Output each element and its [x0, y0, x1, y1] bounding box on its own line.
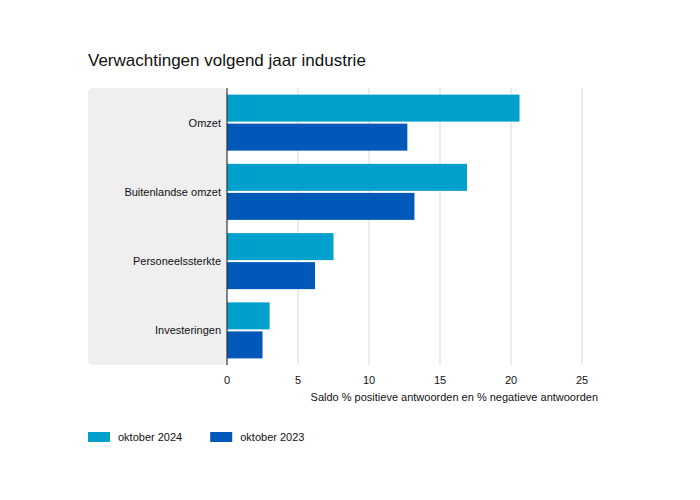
bar — [227, 193, 414, 220]
bar — [227, 164, 467, 191]
category-label: Investeringen — [155, 324, 221, 336]
category-label: Personeelssterkte — [133, 255, 221, 267]
tick-label: 15 — [434, 374, 446, 386]
tick-label: 25 — [576, 374, 588, 386]
bar — [227, 302, 270, 329]
bar — [227, 262, 315, 289]
grid-line — [440, 88, 441, 365]
grid-line — [582, 88, 583, 365]
bar — [227, 124, 407, 151]
axis-line — [226, 88, 227, 365]
tick-label: 0 — [224, 374, 230, 386]
legend-label: oktober 2023 — [240, 431, 304, 443]
category-panel — [88, 88, 227, 365]
tick-label: 5 — [295, 374, 301, 386]
bar — [227, 331, 263, 358]
tick-label: 10 — [363, 374, 375, 386]
title: Verwachtingen volgend jaar industrie — [88, 51, 366, 70]
axis-label: Saldo % positieve antwoorden en % negati… — [311, 391, 598, 403]
chart-container: Verwachtingen volgend jaar industrie 0 5 10… — [0, 0, 700, 500]
category-label: Buitenlandse omzet — [124, 186, 221, 198]
grid-line — [511, 88, 512, 365]
bars — [227, 95, 520, 359]
bar — [227, 95, 520, 122]
tick-label: 20 — [505, 374, 517, 386]
category-label: Omzet — [189, 117, 221, 129]
chart: Verwachtingen volgend jaar industrie 0 5 10… — [0, 0, 700, 500]
bar — [227, 233, 334, 260]
legend-swatch — [88, 432, 110, 442]
legend-label: oktober 2024 — [118, 431, 182, 443]
legend-swatch — [210, 432, 232, 442]
